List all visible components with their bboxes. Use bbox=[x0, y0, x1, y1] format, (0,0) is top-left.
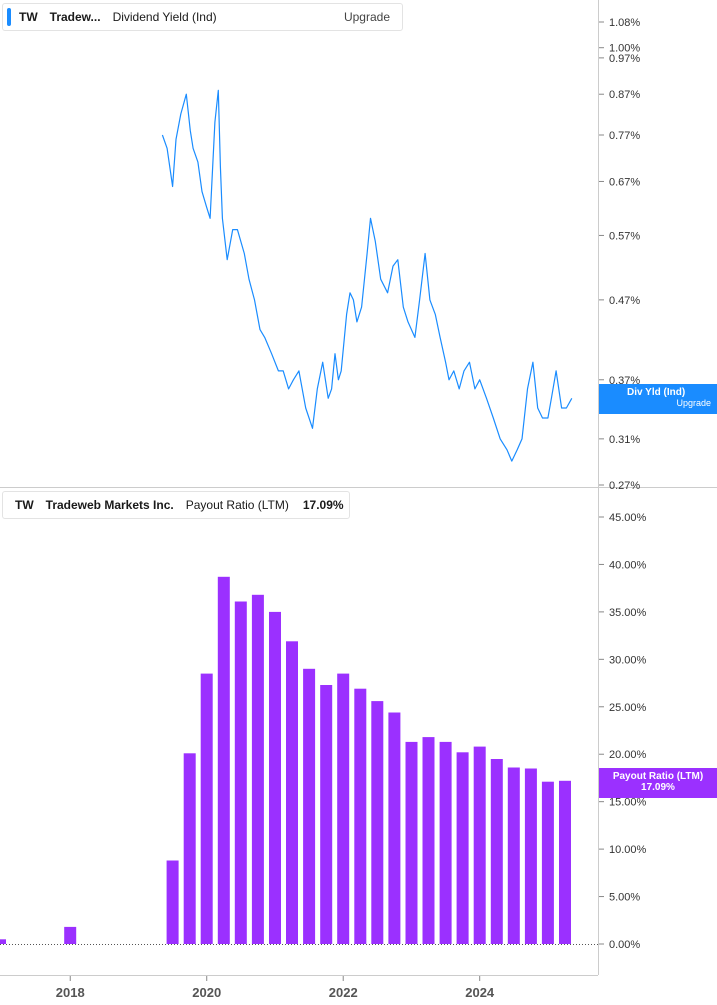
payout-ratio-bar bbox=[166, 860, 179, 944]
payout-ratio-bar bbox=[234, 601, 247, 944]
y-tick-label: 25.00% bbox=[609, 702, 647, 714]
flag-label: Div Yld (Ind) bbox=[627, 387, 686, 398]
y-tick-label: 0.87% bbox=[609, 89, 640, 101]
y-tick-label: 1.08% bbox=[609, 17, 640, 29]
payout-ratio-bar bbox=[473, 746, 486, 944]
payout-ratio-bar bbox=[422, 737, 435, 944]
y-tick-label: 20.00% bbox=[609, 749, 647, 761]
y-tick-label: 0.00% bbox=[609, 939, 640, 951]
payout-ratio-bar bbox=[0, 939, 6, 944]
x-tick-label: 2022 bbox=[329, 985, 358, 1000]
y-tick-label: 30.00% bbox=[609, 654, 647, 666]
legend-value: 17.09% bbox=[302, 498, 344, 512]
payout-ratio-bar bbox=[456, 752, 469, 944]
payout-ratio-bar bbox=[507, 767, 520, 944]
flag-value: 17.09% bbox=[641, 782, 675, 793]
y-tick-label: 0.67% bbox=[609, 176, 640, 188]
flag-upgrade-link[interactable]: Upgrade bbox=[676, 398, 711, 408]
y-tick-label: 0.47% bbox=[609, 295, 640, 307]
payout-ratio-bar bbox=[490, 759, 503, 944]
y-tick-label: 45.00% bbox=[609, 512, 647, 524]
payout-ratio-bar bbox=[354, 688, 367, 944]
payout-ratio-bar bbox=[405, 741, 418, 944]
y-tick-label: 0.97% bbox=[609, 53, 640, 65]
y-tick-label: 0.37% bbox=[609, 375, 640, 387]
flag-label: Payout Ratio (LTM) bbox=[612, 771, 704, 782]
payout-ratio-bar bbox=[559, 780, 571, 944]
payout-ratio-bar bbox=[541, 781, 554, 944]
dividend-yield-price-flag[interactable]: Div Yld (Ind) Upgrade bbox=[599, 384, 717, 414]
y-tick-label: 0.77% bbox=[609, 130, 640, 142]
upgrade-link[interactable]: Upgrade bbox=[343, 10, 390, 24]
payout-ratio-bar bbox=[269, 611, 281, 944]
y-tick-label: 0.31% bbox=[609, 434, 640, 446]
payout-ratio-bar bbox=[183, 753, 196, 944]
y-tick-label: 0.27% bbox=[609, 480, 640, 492]
payout-ratio-bar bbox=[200, 673, 213, 944]
legend-metric: Dividend Yield (Ind) bbox=[112, 10, 217, 24]
y-tick-label: 5.00% bbox=[609, 892, 640, 904]
payout-ratio-legend[interactable]: TW Tradeweb Markets Inc. Payout Ratio (L… bbox=[2, 491, 350, 519]
y-tick-label: 15.00% bbox=[609, 797, 647, 809]
series-color-swatch bbox=[7, 8, 11, 26]
dividend-yield-legend[interactable]: TW Tradew... Dividend Yield (Ind) Upgrad… bbox=[2, 3, 403, 31]
payout-ratio-bar bbox=[251, 594, 264, 944]
x-tick-label: 2020 bbox=[192, 985, 221, 1000]
legend-ticker: TW bbox=[19, 10, 38, 24]
payout-ratio-bar bbox=[524, 768, 537, 944]
payout-ratio-bar bbox=[337, 673, 350, 944]
payout-ratio-bar bbox=[286, 641, 298, 944]
y-tick-label: 35.00% bbox=[609, 607, 647, 619]
x-tick-label: 2024 bbox=[465, 985, 495, 1000]
y-tick-label: 0.57% bbox=[609, 230, 640, 242]
y-tick-label: 1.00% bbox=[609, 43, 640, 55]
y-tick-label: 40.00% bbox=[609, 559, 647, 571]
payout-ratio-bar bbox=[371, 701, 384, 944]
legend-company-name: Tradew... bbox=[49, 10, 101, 24]
dividend-yield-line bbox=[161, 89, 573, 462]
x-tick-label: 2018 bbox=[56, 985, 85, 1000]
payout-ratio-value-flag: Payout Ratio (LTM) 17.09% bbox=[599, 768, 717, 798]
legend-metric: Payout Ratio (LTM) bbox=[185, 498, 289, 512]
legend-company-name: Tradeweb Markets Inc. bbox=[45, 498, 174, 512]
payout-ratio-bar bbox=[303, 668, 316, 944]
payout-ratio-bar bbox=[388, 712, 401, 944]
payout-ratio-bar bbox=[217, 576, 230, 944]
payout-ratio-bar bbox=[320, 685, 333, 944]
payout-ratio-bar bbox=[64, 926, 77, 944]
payout-ratio-bar bbox=[439, 741, 452, 944]
y-tick-label: 10.00% bbox=[609, 844, 647, 856]
legend-ticker: TW bbox=[15, 498, 34, 512]
